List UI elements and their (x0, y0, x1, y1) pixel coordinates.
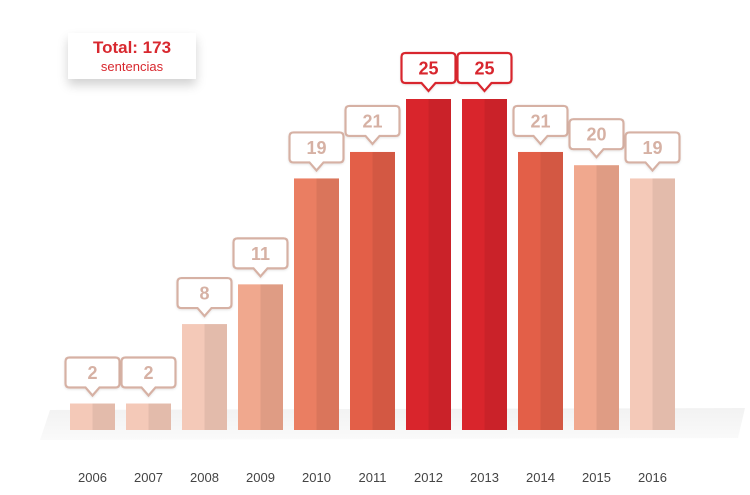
value-label-2016: 19 (624, 131, 681, 173)
value-label-2006-text: 2 (87, 363, 97, 383)
bar-2008-left (182, 324, 205, 430)
bar-2016-right (652, 178, 675, 430)
x-tick-2012: 2012 (414, 470, 443, 485)
value-label-2011-text: 21 (362, 111, 382, 131)
bar-2012 (406, 99, 451, 430)
bar-2008-right (204, 324, 227, 430)
bar-2016-left (630, 178, 653, 430)
bars-layer (70, 99, 675, 430)
bar-2016 (630, 178, 675, 430)
value-label-2008-box (176, 276, 233, 318)
bar-2014-right (540, 151, 563, 430)
bar-2007-right (148, 403, 171, 430)
total-summary-box: Total: 173 sentencias (68, 33, 196, 79)
bar-2011-right (372, 151, 395, 430)
value-label-2010-box (288, 131, 345, 173)
bar-2011 (350, 151, 395, 430)
x-tick-2010: 2010 (302, 470, 331, 485)
x-tick-2008: 2008 (190, 470, 219, 485)
value-labels-layer: 2 2 8 11 19 21 25 25 21 20 19 (64, 51, 681, 398)
bar-2008 (182, 324, 227, 430)
value-label-2010: 19 (288, 131, 345, 173)
bar-2014-left (518, 151, 541, 430)
bar-2013-left (462, 99, 485, 430)
value-label-2006: 2 (64, 356, 121, 398)
value-label-2009: 11 (232, 237, 289, 279)
bar-2006 (70, 403, 115, 430)
x-tick-2016: 2016 (638, 470, 667, 485)
bar-2011-left (350, 151, 373, 430)
value-label-2011-box (344, 104, 401, 146)
bar-2007-left (126, 403, 149, 430)
value-label-2015: 20 (568, 118, 625, 159)
value-label-2013: 25 (456, 51, 513, 93)
bar-2013-right (484, 99, 507, 430)
value-label-2015-box (568, 118, 625, 159)
value-label-2012-box (400, 51, 457, 93)
value-label-2006-box (64, 356, 121, 398)
value-label-2016-text: 19 (642, 138, 662, 158)
bar-2014 (518, 151, 563, 430)
x-tick-2014: 2014 (526, 470, 555, 485)
value-label-2013-box (456, 51, 513, 93)
value-label-2010-text: 19 (306, 138, 326, 158)
value-label-2013-text: 25 (474, 59, 494, 79)
value-label-2009-text: 11 (251, 244, 270, 264)
value-label-2012: 25 (400, 51, 457, 93)
total-title: Total: 173 (92, 38, 172, 57)
value-label-2007-box (120, 356, 177, 398)
bar-2009 (238, 284, 283, 430)
bar-2007 (126, 403, 171, 430)
bar-2006-right (92, 403, 115, 430)
value-label-2011: 21 (344, 104, 401, 146)
value-label-2015-text: 20 (586, 125, 606, 145)
value-label-2007-text: 2 (143, 363, 153, 383)
bar-2015-right (596, 165, 619, 430)
bar-2009-right (260, 284, 283, 430)
x-tick-2013: 2013 (470, 470, 499, 485)
x-tick-2006: 2006 (78, 470, 107, 485)
bar-2010-right (316, 178, 339, 430)
bar-2009-left (238, 284, 261, 430)
bar-2006-left (70, 403, 93, 430)
bar-2010 (294, 178, 339, 430)
total-subtitle: sentencias (100, 59, 164, 74)
value-label-2014-text: 21 (530, 111, 550, 131)
value-label-2014-box (512, 104, 569, 146)
x-axis-ticks: 2006 2007 2008 2009 2010 2011 2012 2013 2014 2015… (78, 470, 667, 485)
bar-2015 (574, 165, 619, 430)
bar-2010-left (294, 178, 317, 430)
x-tick-2015: 2015 (582, 470, 611, 485)
bar-2015-left (574, 165, 597, 430)
bar-2012-left (406, 99, 429, 430)
value-label-2007: 2 (120, 356, 177, 398)
x-tick-2011: 2011 (359, 470, 387, 485)
value-label-2014: 21 (512, 104, 569, 146)
value-label-2008: 8 (176, 276, 233, 318)
bar-2013 (462, 99, 507, 430)
bar-2012-right (428, 99, 451, 430)
x-tick-2007: 2007 (134, 470, 163, 485)
value-label-2008-text: 8 (199, 284, 209, 304)
value-label-2012-text: 25 (418, 59, 438, 79)
x-tick-2009: 2009 (246, 470, 275, 485)
value-label-2009-box (232, 237, 289, 279)
value-label-2016-box (624, 131, 681, 173)
